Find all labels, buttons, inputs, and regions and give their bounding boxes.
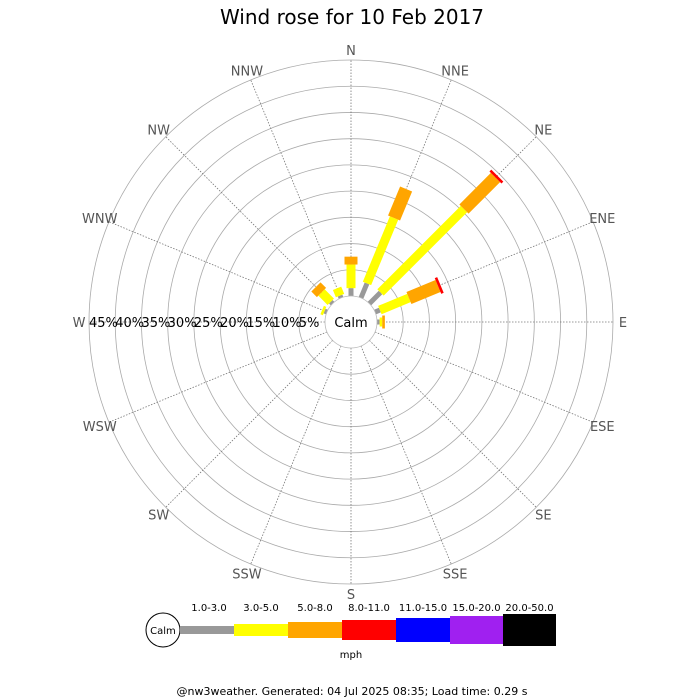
direction-label-n: N — [346, 44, 356, 59]
direction-label-ene: ENE — [589, 212, 615, 227]
legend-swatch-3 — [288, 622, 342, 638]
direction-label-ese: ESE — [590, 420, 615, 435]
bar-ne-bin1 — [367, 290, 383, 306]
legend-bin-label: 15.0-20.0 — [452, 603, 500, 614]
bar-ene-bin2 — [378, 293, 411, 315]
spoke-se — [369, 340, 537, 508]
grid-ring — [114, 85, 588, 559]
legend-swatch-7 — [503, 614, 556, 646]
radial-tick-label: 40% — [115, 316, 144, 331]
spoke-sse — [360, 345, 452, 565]
bar-ne-bin4 — [489, 169, 504, 184]
legend-swatch-2 — [234, 624, 288, 636]
legend-swatch-5 — [396, 618, 450, 642]
legend-unit-label: mph — [340, 650, 362, 661]
bar-nw-bin3 — [311, 282, 327, 298]
spoke-ese — [374, 331, 594, 423]
legend-bin-label: 3.0-5.0 — [243, 603, 278, 614]
radial-tick-label: 35% — [141, 316, 170, 331]
radial-tick-label: 25% — [194, 316, 223, 331]
calm-label: Calm — [334, 316, 367, 331]
bar-nw-bin2 — [318, 289, 334, 305]
radial-tick-labels: 5%10%15%20%25%30%35%40%45% — [89, 316, 319, 331]
legend: Calm 1.0-3.0 3.0-5.0 5.0-8.0 8.0-11.0 11.0-15… — [145, 603, 556, 648]
radial-tick-label: 10% — [273, 316, 302, 331]
legend-bin-label: 11.0-15.0 — [399, 603, 447, 614]
direction-label-ssw: SSW — [232, 567, 262, 582]
spoke-ssw — [250, 345, 342, 565]
bar-ene-bin3 — [406, 279, 441, 305]
direction-label-nne: NNE — [441, 65, 469, 80]
direction-label-ne: NE — [534, 124, 552, 139]
bar-ne-bin2 — [377, 205, 468, 296]
grid-ring — [219, 190, 483, 454]
radial-tick-label: 15% — [246, 316, 275, 331]
radial-tick-label: 30% — [168, 316, 197, 331]
spoke-nnw — [250, 79, 342, 299]
direction-label-sw: SW — [148, 508, 169, 523]
grid-ring — [193, 164, 509, 480]
legend-bin-label: 8.0-11.0 — [348, 603, 390, 614]
legend-bin-label: 1.0-3.0 — [191, 603, 226, 614]
bar-nnw-bin1 — [337, 294, 344, 299]
wind-bars — [311, 169, 504, 329]
radial-tick-label: 5% — [299, 316, 320, 331]
calm-circle-outline — [324, 295, 378, 349]
direction-labels: N NNE NE ENE E ESE SE SSE S SSW SW WSW W WNW NW NNW — [73, 44, 628, 603]
radial-tick-label: 20% — [220, 316, 249, 331]
direction-label-nnw: NNW — [231, 65, 263, 80]
spoke-nw — [165, 136, 333, 304]
bar-nne-bin2 — [362, 216, 399, 286]
spoke-wnw — [108, 221, 328, 313]
direction-label-s: S — [347, 588, 355, 603]
bar-nnw-bin2 — [332, 286, 345, 298]
legend-calm-label: Calm — [150, 626, 176, 637]
direction-label-nw: NW — [147, 124, 170, 139]
legend-swatch-6 — [450, 616, 503, 644]
footer-text: @nw3weather. Generated: 04 Jul 2025 08:3… — [177, 685, 528, 698]
chart-title: Wind rose for 10 Feb 2017 — [220, 5, 484, 29]
direction-label-w: W — [73, 316, 86, 331]
grid-ring — [88, 59, 614, 585]
radial-tick-label: 45% — [89, 316, 118, 331]
direction-label-sse: SSE — [443, 567, 468, 582]
bar-wnw-bin1 — [323, 308, 328, 315]
bar-nw-bin1 — [328, 299, 335, 306]
legend-bin-label: 20.0-50.0 — [505, 603, 553, 614]
bar-ene-bin1 — [374, 307, 381, 315]
legend-swatch-1 — [180, 626, 234, 634]
bar-ene-bin4 — [434, 277, 444, 294]
bar-nne-bin1 — [358, 282, 370, 299]
bar-wnw-bin2 — [320, 305, 327, 316]
legend-bin-label: 5.0-8.0 — [297, 603, 332, 614]
bar-ne-bin3 — [459, 172, 501, 214]
spoke-sw — [165, 340, 333, 508]
calm-circle: Calm — [324, 295, 378, 349]
bar-nne-bin3 — [388, 186, 413, 221]
direction-label-wsw: WSW — [83, 420, 117, 435]
spoke-wsw — [108, 331, 328, 423]
direction-label-wnw: WNW — [82, 212, 118, 227]
legend-swatch-4 — [342, 620, 396, 640]
direction-label-e: E — [619, 316, 627, 331]
direction-label-se: SE — [535, 508, 551, 523]
